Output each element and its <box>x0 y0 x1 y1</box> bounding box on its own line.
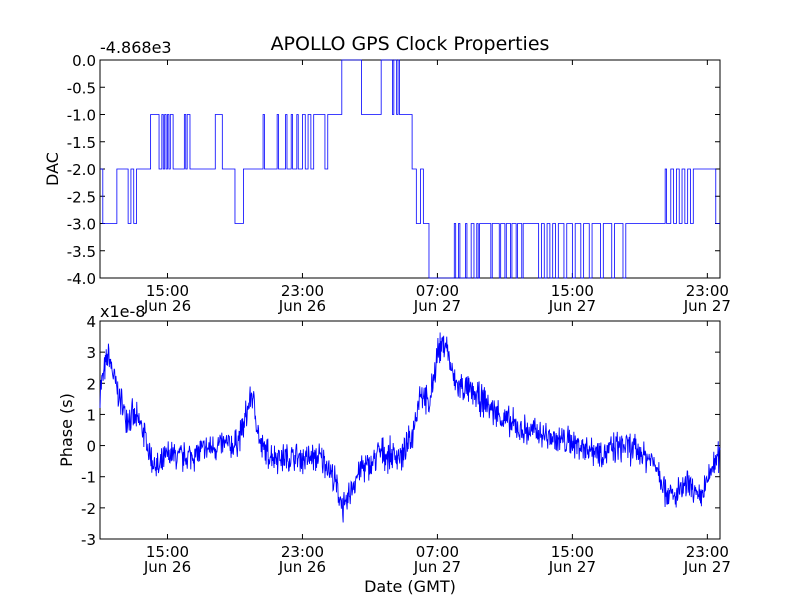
dac-ytick-label: -1.5 <box>67 134 96 152</box>
phase-ytick-label: 4 <box>86 313 96 331</box>
phase-axes-frame <box>99 320 721 540</box>
phase-xtick-date: Jun 27 <box>683 558 731 576</box>
phase-xtick-time: 15:00 <box>551 543 594 561</box>
phase-ytick-label: 2 <box>86 375 96 393</box>
phase-xtick-date: Jun 26 <box>143 558 191 576</box>
dac-ytick-label: -2.5 <box>67 188 96 206</box>
phase-series-line <box>99 332 721 523</box>
phase-ylabel: Phase (s) <box>57 393 76 467</box>
dac-xtick-time: 07:00 <box>416 282 459 300</box>
dac-ytick-label: -3.5 <box>67 243 96 261</box>
dac-ytick-label: -2.0 <box>67 161 96 179</box>
dac-offset-label: -4.868e3 <box>100 38 172 57</box>
dac-xtick-date: Jun 26 <box>278 297 326 315</box>
x-axis-label: Date (GMT) <box>364 577 456 596</box>
phase-xtick-time: 15:00 <box>146 543 189 561</box>
dac-xtick-date: Jun 27 <box>683 297 731 315</box>
phase-xtick-date: Jun 27 <box>413 558 461 576</box>
phase-xtick-time: 07:00 <box>416 543 459 561</box>
dac-xtick-time: 15:00 <box>551 282 594 300</box>
dac-ytick-label: -1.0 <box>67 107 96 125</box>
dac-subplot: 0.0 -0.5 -1.0 -1.5 -2.0 -2.5 -3.0 -3.5 -4.0 15:00… <box>43 38 731 315</box>
phase-ytick-label: -1 <box>81 469 96 487</box>
phase-xtick-time: 23:00 <box>686 543 729 561</box>
phase-ytick-label: 3 <box>86 344 96 362</box>
dac-ytick-label: -3.0 <box>67 216 96 234</box>
dac-xtick-time: 23:00 <box>686 282 729 300</box>
phase-ytick-label: 0 <box>86 438 96 456</box>
phase-xtick-time: 23:00 <box>281 543 324 561</box>
phase-offset-label: x1e-8 <box>100 302 145 321</box>
phase-xtick-date: Jun 27 <box>548 558 596 576</box>
dac-xtick-date: Jun 26 <box>143 297 191 315</box>
dac-xtick-date: Jun 27 <box>548 297 596 315</box>
dac-ytick-label: 0.0 <box>72 52 96 70</box>
dac-xtick-time: 23:00 <box>281 282 324 300</box>
dac-ylabel: DAC <box>43 152 62 186</box>
phase-ytick-label: -3 <box>81 531 96 549</box>
phase-xtick-date: Jun 26 <box>278 558 326 576</box>
figure-title: APOLLO GPS Clock Properties <box>271 33 550 55</box>
dac-xtick-date: Jun 27 <box>413 297 461 315</box>
phase-ytick-label: -2 <box>81 500 96 518</box>
dac-xtick-time: 15:00 <box>146 282 189 300</box>
dac-ytick-label: -4.0 <box>67 270 96 288</box>
dac-ticks: 0.0 -0.5 -1.0 -1.5 -2.0 -2.5 -3.0 -3.5 -4.0 15:00… <box>67 52 731 315</box>
dac-series-line <box>100 59 720 279</box>
phase-ytick-label: 1 <box>86 406 96 424</box>
dac-ytick-label: -0.5 <box>67 79 96 97</box>
